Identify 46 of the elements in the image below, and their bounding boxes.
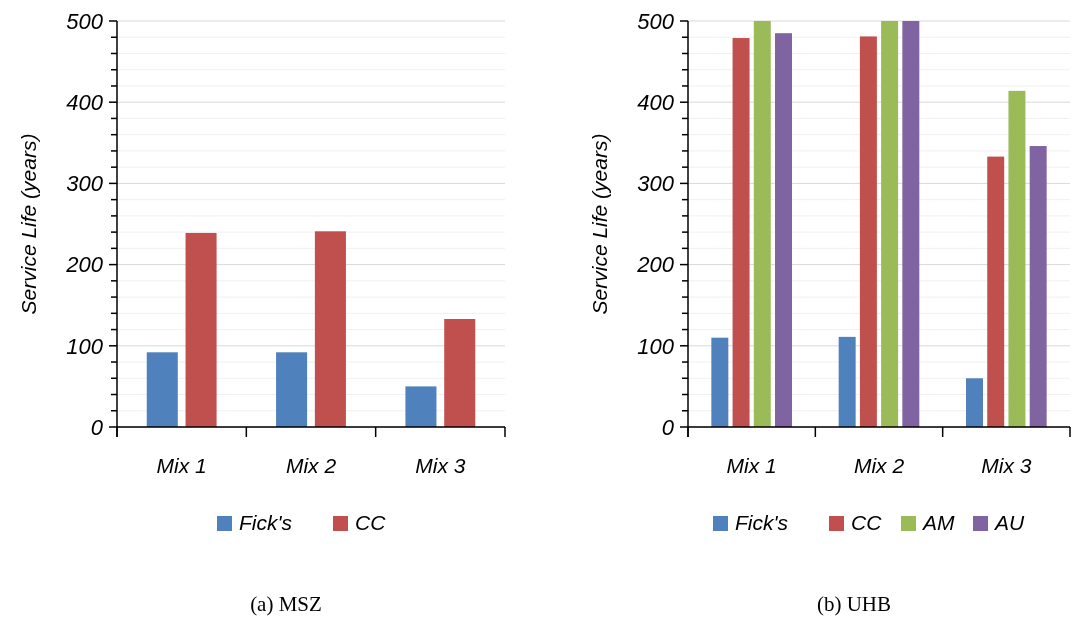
- bar: [276, 352, 308, 427]
- bar: [732, 38, 750, 427]
- legend-label: AU: [993, 511, 1026, 535]
- y-tick-label: 500: [637, 8, 675, 34]
- bar: [1008, 90, 1026, 427]
- y-tick-label: 400: [66, 89, 104, 115]
- y-tick-label: 300: [66, 171, 104, 197]
- bar: [859, 36, 877, 427]
- y-tick-label: 0: [661, 414, 675, 440]
- y-tick-label: 200: [636, 252, 675, 278]
- bar: [314, 231, 346, 427]
- bar: [966, 378, 983, 427]
- x-tick-label: Mix 2: [285, 454, 337, 478]
- y-tick-label: 300: [637, 171, 675, 197]
- y-tick-label: 400: [637, 89, 675, 115]
- y-tick-label: 100: [66, 333, 104, 359]
- bar: [902, 21, 920, 427]
- x-tick-label: Mix 1: [156, 454, 207, 478]
- bar: [838, 336, 856, 427]
- bar: [405, 386, 437, 427]
- legend-label: CC: [355, 511, 387, 535]
- legend-label: Fick's: [239, 511, 293, 535]
- y-axis-title: Service Life (years): [17, 133, 41, 315]
- bar: [1029, 146, 1047, 427]
- bar: [987, 156, 1005, 427]
- bar: [753, 21, 771, 427]
- bar: [185, 232, 217, 427]
- y-tick-label: 0: [90, 414, 104, 440]
- bar: [444, 319, 476, 427]
- x-tick-label: Mix 3: [981, 454, 1032, 478]
- legend-label: Fick's: [735, 511, 789, 535]
- y-tick-label: 100: [637, 333, 675, 359]
- x-tick-label: Mix 1: [726, 454, 777, 478]
- y-tick-label: 500: [66, 8, 104, 34]
- x-tick-label: Mix 2: [853, 454, 905, 478]
- y-tick-label: 200: [65, 252, 104, 278]
- text: (a) MSZ: [250, 592, 322, 617]
- legend-label: CC: [851, 511, 883, 535]
- y-axis-title: Service Life (years): [588, 133, 612, 315]
- text: (b) UHB: [816, 592, 892, 617]
- bar: [146, 352, 178, 427]
- bar: [775, 33, 792, 427]
- x-tick-label: Mix 3: [415, 454, 466, 478]
- bar: [711, 337, 729, 427]
- legend-label: AM: [921, 511, 956, 535]
- bar: [881, 21, 899, 427]
